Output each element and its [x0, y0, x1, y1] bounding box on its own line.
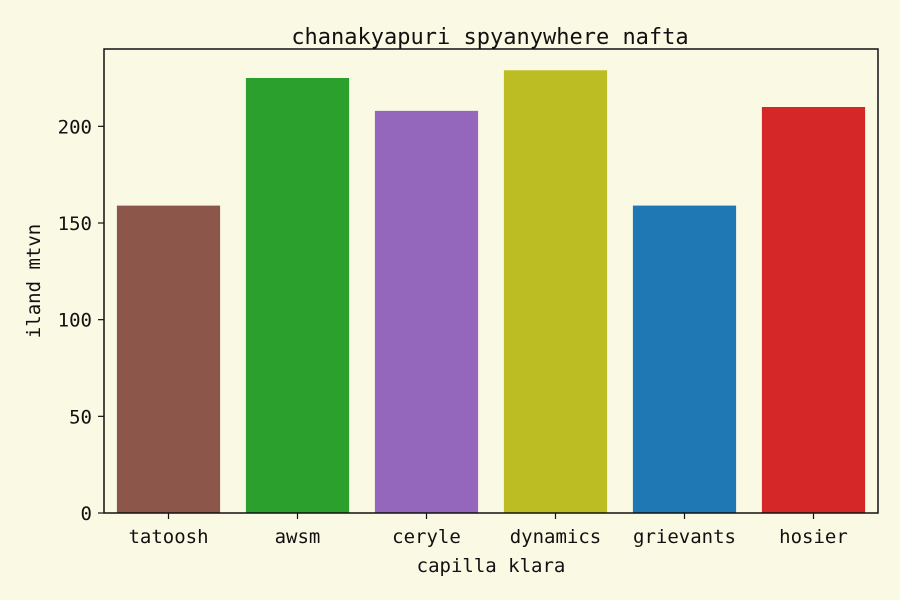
y-tick-label: 0: [81, 503, 92, 525]
x-axis-ticks: tatoosh awsm ceryle dynamics grievants hosier: [128, 513, 848, 548]
y-tick-label: 150: [58, 213, 92, 235]
bar-hosier: [761, 107, 866, 513]
bar-grievants: [632, 205, 737, 513]
plot-background: [104, 49, 878, 513]
x-tick-label: ceryle: [392, 526, 461, 548]
chart-title: chanakyapuri spyanywhere nafta: [291, 25, 688, 50]
y-tick-label: 50: [69, 406, 92, 428]
plot-frame: [103, 48, 879, 514]
x-tick-label: tatoosh: [128, 526, 208, 548]
y-axis-label: iland mtvn: [23, 224, 45, 338]
x-tick-label: hosier: [779, 526, 848, 548]
bars-group: [116, 70, 866, 514]
bar-dynamics: [503, 70, 608, 514]
x-tick-label: grievants: [633, 526, 736, 548]
y-tick-label: 100: [58, 310, 92, 332]
x-tick-label: awsm: [275, 526, 321, 548]
plot-area: 0 50 100 150 200 tatoosh awsm ceryle dynamics gr…: [58, 48, 879, 548]
x-axis-label: capilla klara: [417, 555, 566, 577]
bar-ceryle: [374, 110, 479, 513]
y-axis-ticks: 0 50 100 150 200: [58, 116, 104, 525]
bar-tatoosh: [116, 205, 221, 513]
y-tick-label: 200: [58, 116, 92, 138]
x-tick-label: dynamics: [510, 526, 602, 548]
bar-awsm: [245, 78, 350, 513]
